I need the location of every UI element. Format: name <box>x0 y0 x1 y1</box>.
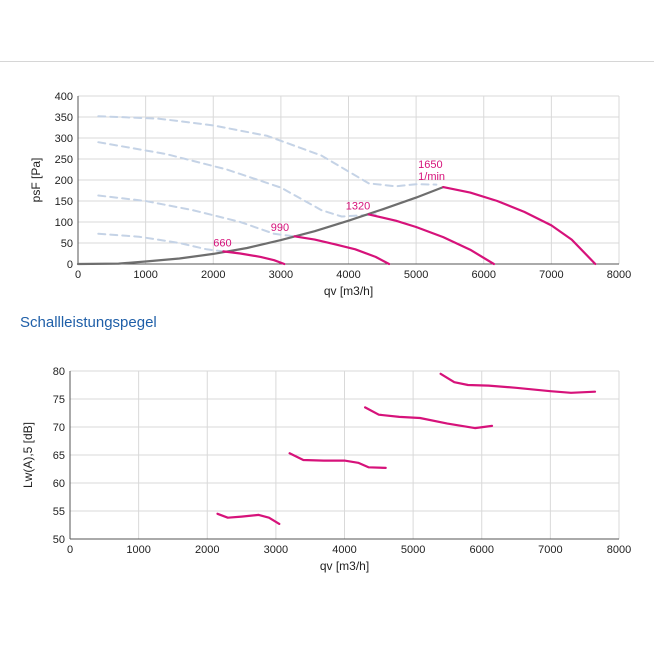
sound-x-tick-label: 5000 <box>401 544 425 556</box>
pressure-speed-label: 1/min <box>418 171 445 183</box>
pressure-x-tick-label: 1000 <box>133 269 157 281</box>
sound-y-tick-label: 50 <box>53 534 65 546</box>
sound-curve <box>439 372 597 394</box>
pressure-y-tick-label: 250 <box>55 154 73 166</box>
sound-y-tick-label: 60 <box>53 478 65 490</box>
sound-x-tick-label: 8000 <box>607 544 631 556</box>
sound-x-tick-label: 6000 <box>470 544 494 556</box>
sound-y-tick-label: 80 <box>53 366 65 378</box>
pressure-plot: 0 1000 2000 3000 4000 5000 6000 7000 8000 0 50 100 1… <box>29 91 631 298</box>
pressure-y-tick-label: 200 <box>55 175 73 187</box>
pressure-x-tick-label: 0 <box>75 269 81 281</box>
sound-y-tick-label: 65 <box>53 450 65 462</box>
sound-x-tick-label: 0 <box>67 544 73 556</box>
pressure-curve-1650 <box>442 186 597 266</box>
pressure-y-tick-label: 150 <box>55 196 73 208</box>
sound-x-axis-label: qv [m3/h] <box>320 559 369 573</box>
pressure-dashed-curve <box>97 115 438 188</box>
pressure-speed-label: 1320 <box>346 200 370 212</box>
pressure-dashed-curve <box>97 141 377 218</box>
sound-x-tick-label: 3000 <box>264 544 288 556</box>
sound-y-tick-label: 70 <box>53 422 65 434</box>
sound-curve <box>288 452 387 469</box>
pressure-dashed-curve <box>97 232 225 253</box>
pressure-curve-660 <box>222 250 286 266</box>
pressure-y-tick-label: 0 <box>67 259 73 271</box>
pressure-curve-990 <box>293 235 391 266</box>
sound-y-tick-label: 55 <box>53 506 65 518</box>
pressure-speed-label: 660 <box>213 237 231 249</box>
pressure-y-tick-label: 400 <box>55 91 73 103</box>
pressure-y-axis-label: psF [Pa] <box>29 158 43 203</box>
sound-x-tick-label: 7000 <box>538 544 562 556</box>
pressure-x-tick-label: 5000 <box>404 269 428 281</box>
pressure-system-line <box>76 186 445 266</box>
pressure-y-tick-label: 350 <box>55 112 73 124</box>
sound-x-tick-label: 1000 <box>126 544 150 556</box>
sound-y-tick-label: 75 <box>53 394 65 406</box>
sound-plot: 0 1000 2000 3000 4000 5000 6000 7000 8000 50 55 60 6… <box>21 366 631 573</box>
header-divider <box>0 61 654 62</box>
sound-y-axis-label: Lw(A),5 [dB] <box>21 422 35 488</box>
pressure-x-tick-label: 8000 <box>607 269 631 281</box>
pressure-x-tick-label: 6000 <box>472 269 496 281</box>
sound-x-tick-label: 4000 <box>332 544 356 556</box>
sound-curve <box>216 512 281 525</box>
pressure-x-tick-label: 4000 <box>336 269 360 281</box>
sound-x-tick-label: 2000 <box>195 544 219 556</box>
pressure-x-tick-label: 2000 <box>201 269 225 281</box>
sound-curve <box>364 406 494 430</box>
pressure-speed-label: 1650 <box>418 159 442 171</box>
pressure-x-tick-label: 7000 <box>539 269 563 281</box>
pressure-dashed-curve <box>97 194 296 238</box>
pressure-speed-label: 990 <box>271 222 289 234</box>
pressure-x-tick-label: 3000 <box>269 269 293 281</box>
pressure-curve-1320 <box>367 213 495 266</box>
section-title: Schallleistungspegel <box>20 314 157 331</box>
pressure-y-tick-label: 300 <box>55 133 73 145</box>
pressure-y-tick-label: 100 <box>55 217 73 229</box>
pressure-y-tick-label: 50 <box>61 238 73 250</box>
pressure-x-axis-label: qv [m3/h] <box>324 284 373 298</box>
